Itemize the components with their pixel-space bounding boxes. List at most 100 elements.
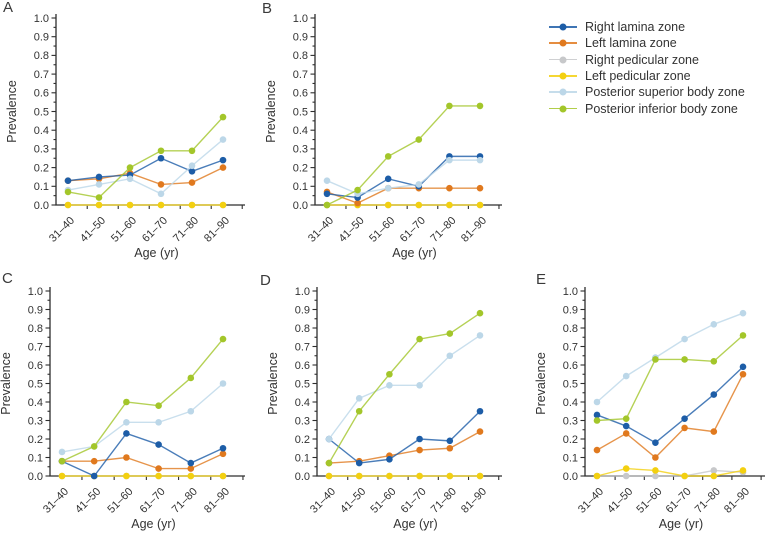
y-tick-label: 0.7	[563, 341, 578, 353]
point-posterior-superior-body-zone	[710, 321, 718, 328]
point-left-lamina-zone	[622, 430, 630, 437]
series-line-right-lamina-zone	[326, 155, 480, 199]
y-tick-label: 0.9	[34, 32, 49, 44]
y-tick-label: 0.8	[293, 50, 308, 62]
point-right-lamina-zone	[157, 154, 165, 162]
x-axis-title: Age (yr)	[134, 246, 178, 260]
series-line-right-lamina-zone	[328, 410, 481, 464]
y-tick-label: 0.2	[563, 434, 578, 446]
point-right-lamina-zone	[90, 472, 98, 480]
x-axis-title: Age (yr)	[393, 517, 437, 531]
legend-marker-dot	[559, 23, 567, 31]
y-tick-label: 0.5	[28, 378, 43, 390]
legend-item-label: Left pedicular zone	[585, 69, 691, 84]
x-tick-label: 41–50	[73, 486, 103, 516]
legend: Right lamina zone Left lamina zone Right…	[549, 19, 745, 117]
panel-label-a: A	[3, 0, 14, 16]
point-left-pedicular-zone	[157, 201, 165, 209]
series-line-left-pedicular-zone	[596, 467, 744, 477]
line-dot-marker-icon	[549, 37, 577, 50]
y-tick-label: 0.4	[34, 125, 49, 137]
x-tick-label: 41–50	[605, 486, 635, 516]
point-left-pedicular-zone	[415, 201, 423, 209]
point-right-lamina-zone	[219, 156, 227, 164]
x-tick-label: 51–60	[368, 486, 398, 516]
series-line-posterior-inferior-body-zone	[326, 105, 480, 206]
y-tick-label: 0.4	[293, 125, 308, 137]
y-axis-title: Prevalence	[534, 352, 548, 415]
y-axis-title: Prevalence	[264, 80, 278, 143]
y-tick-label: 0.5	[34, 106, 49, 118]
point-posterior-superior-body-zone	[386, 382, 393, 389]
x-tick-label: 81–90	[459, 486, 489, 516]
point-left-lamina-zone	[354, 199, 361, 207]
chart-panel-a: 0.0 0.1 0.2 0.3 0.4 0.5 0.6 0.7 0.8 0.9 1.0 31–40 41…	[5, 13, 245, 260]
x-tick-label: 51–60	[367, 215, 397, 245]
y-tick-label: 0.7	[293, 69, 308, 81]
point-posterior-superior-body-zone	[384, 184, 392, 192]
y-tick-label: 0.9	[563, 304, 578, 316]
point-left-lamina-zone	[188, 179, 196, 186]
point-left-pedicular-zone	[739, 467, 747, 474]
point-left-lamina-zone	[123, 454, 130, 461]
x-tick-label: 51–60	[634, 486, 664, 516]
y-tick-label: 0.9	[295, 304, 310, 316]
y-tick-label: 1.0	[293, 13, 308, 25]
point-posterior-inferior-body-zone	[219, 335, 227, 343]
point-left-lamina-zone	[446, 184, 453, 192]
legend-item-label: Posterior inferior body zone	[585, 101, 738, 116]
point-left-lamina-zone	[155, 465, 162, 472]
point-right-lamina-zone	[188, 168, 196, 175]
point-posterior-superior-body-zone	[739, 309, 747, 317]
point-posterior-superior-body-zone	[593, 398, 601, 406]
point-left-lamina-zone	[219, 164, 227, 171]
legend-item-label: Posterior superior body zone	[585, 85, 745, 100]
point-right-lamina-zone	[323, 190, 331, 198]
y-tick-label: 0.1	[563, 452, 578, 464]
x-tick-label: 61–70	[398, 215, 428, 245]
y-tick-label: 0.3	[295, 415, 310, 427]
point-right-pedicular-zone	[622, 472, 630, 480]
point-right-lamina-zone	[476, 407, 484, 415]
series-line-right-lamina-zone	[61, 432, 224, 477]
y-tick-label: 0.6	[28, 360, 43, 372]
panel-label-d: D	[260, 272, 271, 289]
point-posterior-inferior-body-zone	[123, 398, 130, 406]
point-left-lamina-zone	[710, 428, 718, 435]
chart-panel-e: 0.0 0.1 0.2 0.3 0.4 0.5 0.6 0.7 0.8 0.9 1.0 31–40 41…	[534, 286, 765, 531]
point-left-pedicular-zone	[155, 472, 162, 480]
point-right-lamina-zone	[386, 456, 393, 463]
point-posterior-superior-body-zone	[157, 190, 165, 198]
x-tick-label: 31–40	[47, 215, 77, 245]
point-posterior-superior-body-zone	[622, 372, 630, 380]
chart-panel-c: 0.0 0.1 0.2 0.3 0.4 0.5 0.6 0.7 0.8 0.9 1.0 31–40 41…	[0, 286, 245, 531]
point-posterior-inferior-body-zone	[476, 309, 484, 317]
line-dot-marker-icon	[549, 86, 577, 99]
axes	[316, 287, 502, 477]
y-tick-label: 0.4	[295, 397, 310, 409]
point-left-lamina-zone	[593, 446, 601, 454]
y-tick-label: 0.1	[28, 452, 43, 464]
point-left-pedicular-zone	[187, 472, 195, 480]
legend-item-label: Right pedicular zone	[585, 52, 699, 67]
y-tick-label: 0.3	[563, 415, 578, 427]
panel-label-e: E	[536, 271, 547, 288]
x-tick-label: 81–90	[202, 486, 232, 516]
point-left-pedicular-zone	[58, 472, 66, 480]
point-posterior-superior-body-zone	[58, 448, 66, 456]
point-left-pedicular-zone	[219, 201, 227, 209]
point-posterior-inferior-body-zone	[155, 402, 162, 409]
point-posterior-inferior-body-zone	[710, 358, 718, 365]
point-posterior-superior-body-zone	[476, 156, 484, 164]
legend-item: Posterior superior body zone	[549, 84, 745, 100]
point-posterior-inferior-body-zone	[126, 164, 134, 171]
point-right-pedicular-zone	[652, 472, 659, 480]
legend-item: Left lamina zone	[549, 35, 745, 51]
x-tick-label: 51–60	[105, 486, 135, 516]
point-posterior-inferior-body-zone	[476, 102, 484, 110]
series-line-posterior-inferior-body-zone	[328, 312, 481, 464]
x-tick-label: 31–40	[306, 215, 336, 245]
point-posterior-superior-body-zone	[188, 162, 196, 170]
series-line-left-lamina-zone	[596, 373, 744, 459]
series-line-posterior-superior-body-zone	[61, 382, 224, 453]
